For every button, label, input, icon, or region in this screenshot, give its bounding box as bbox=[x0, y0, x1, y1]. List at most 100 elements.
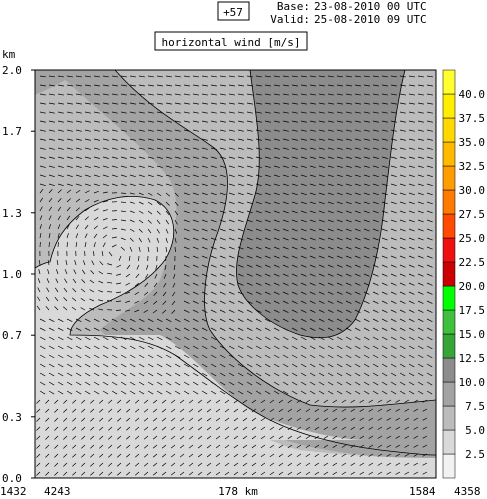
wind-vector bbox=[350, 471, 356, 475]
colorbar-label: 40.0 bbox=[459, 88, 486, 101]
wind-vector bbox=[210, 228, 217, 232]
wind-vector bbox=[224, 426, 230, 431]
wind-vector bbox=[264, 120, 271, 123]
wind-vector bbox=[345, 372, 352, 377]
wind-vector bbox=[125, 426, 131, 431]
wind-vector bbox=[377, 471, 383, 475]
wind-vector bbox=[309, 282, 316, 286]
wind-vector bbox=[129, 390, 136, 395]
wind-vector bbox=[201, 372, 208, 377]
wind-vector bbox=[143, 435, 149, 440]
x-tick-label: 4358 bbox=[454, 485, 481, 498]
wind-vector bbox=[81, 426, 86, 431]
wind-vector bbox=[174, 336, 181, 341]
wind-vector bbox=[372, 156, 379, 159]
wind-vector bbox=[264, 264, 271, 268]
wind-vector bbox=[395, 462, 401, 466]
wind-vector bbox=[422, 417, 428, 421]
wind-vector bbox=[318, 210, 325, 214]
wind-vector bbox=[39, 390, 46, 395]
wind-vector bbox=[138, 228, 143, 233]
colorbar-label: 20.0 bbox=[459, 280, 486, 293]
wind-vector bbox=[138, 219, 144, 224]
wind-vector bbox=[72, 417, 77, 422]
wind-vector bbox=[233, 426, 239, 431]
wind-vector bbox=[363, 129, 370, 132]
wind-vector bbox=[404, 462, 410, 466]
wind-vector bbox=[138, 111, 145, 114]
wind-vector bbox=[305, 453, 311, 458]
wind-vector bbox=[408, 390, 415, 395]
wind-vector bbox=[318, 246, 325, 250]
wind-vector bbox=[363, 192, 370, 196]
y-axis: 2.01.71.31.00.70.30.0 bbox=[2, 64, 35, 485]
wind-vector bbox=[282, 84, 289, 87]
wind-vector bbox=[242, 408, 248, 413]
wind-vector bbox=[147, 120, 154, 123]
wind-vector bbox=[111, 345, 118, 350]
wind-vector bbox=[305, 435, 311, 440]
wind-vector bbox=[90, 444, 95, 449]
wind-vector bbox=[273, 192, 280, 196]
wind-vector bbox=[372, 345, 379, 350]
wind-vector bbox=[206, 444, 212, 449]
wind-vector bbox=[350, 435, 356, 439]
wind-vector bbox=[354, 255, 361, 259]
wind-vector bbox=[273, 129, 280, 132]
wind-vector bbox=[372, 120, 379, 123]
wind-vector bbox=[354, 309, 361, 313]
wind-vector bbox=[255, 327, 262, 332]
wind-vector bbox=[201, 300, 208, 304]
wind-vector bbox=[48, 165, 55, 168]
wind-vector bbox=[417, 246, 424, 250]
wind-vector bbox=[39, 327, 46, 332]
wind-vector bbox=[39, 84, 46, 87]
wind-vector bbox=[165, 156, 172, 159]
wind-vector bbox=[390, 381, 397, 386]
wind-vector bbox=[170, 435, 176, 440]
wind-vector bbox=[57, 372, 64, 377]
wind-vector bbox=[246, 282, 253, 286]
wind-vector bbox=[354, 228, 361, 232]
wind-vector bbox=[117, 462, 122, 467]
wind-vector bbox=[242, 417, 248, 422]
wind-vector bbox=[72, 471, 77, 476]
wind-vector bbox=[318, 156, 325, 159]
wind-vector bbox=[90, 453, 95, 458]
wind-vector bbox=[39, 336, 46, 341]
wind-vector bbox=[291, 327, 298, 332]
wind-vector bbox=[219, 255, 226, 259]
wind-vector bbox=[98, 290, 104, 293]
wind-vector bbox=[75, 363, 82, 368]
wind-vector bbox=[147, 372, 154, 377]
wind-vector bbox=[372, 129, 379, 132]
wind-vector bbox=[246, 156, 253, 159]
wind-vector bbox=[255, 219, 262, 223]
wind-vector bbox=[39, 138, 46, 141]
wind-vector bbox=[255, 237, 262, 241]
wind-vector bbox=[156, 183, 163, 187]
wind-vector bbox=[147, 210, 153, 215]
wind-vector bbox=[381, 75, 388, 78]
wind-vector bbox=[296, 399, 302, 404]
wind-vector bbox=[102, 129, 109, 132]
wind-vector bbox=[417, 354, 424, 359]
wind-vector bbox=[309, 120, 316, 123]
wind-vector bbox=[246, 363, 253, 368]
wind-vector bbox=[408, 255, 415, 259]
wind-vector bbox=[174, 327, 181, 332]
wind-vector bbox=[39, 129, 46, 132]
wind-vector bbox=[228, 75, 235, 78]
wind-vector bbox=[219, 183, 226, 187]
wind-vector bbox=[192, 129, 199, 132]
wind-vector bbox=[129, 138, 136, 141]
wind-vector bbox=[219, 390, 226, 395]
wind-vector bbox=[399, 228, 406, 232]
wind-vector bbox=[152, 309, 158, 314]
wind-vector bbox=[192, 111, 199, 114]
wind-vector bbox=[156, 345, 163, 350]
wind-vector bbox=[300, 174, 307, 177]
wind-vector bbox=[363, 120, 370, 123]
wind-vector bbox=[246, 102, 253, 105]
